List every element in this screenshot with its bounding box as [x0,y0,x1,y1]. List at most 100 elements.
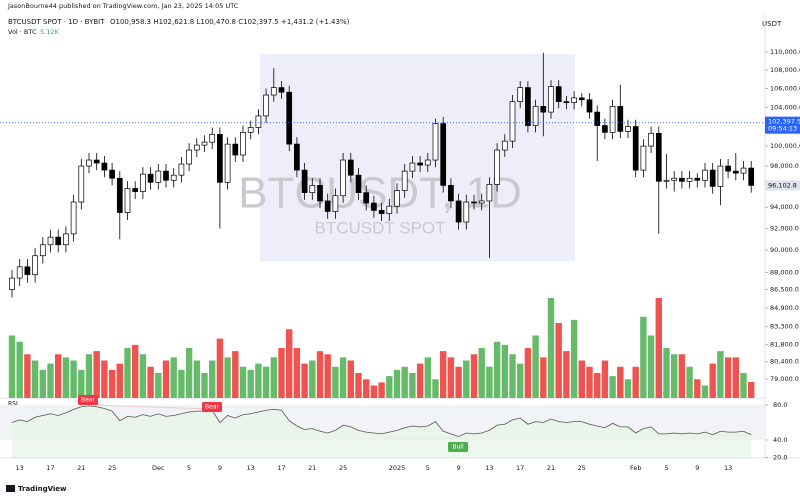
candle-body [324,200,331,212]
watermark: BTCUSDT, 1D [238,169,522,218]
candle-body [70,201,77,235]
volume-bar [224,357,231,398]
candle-body [486,184,493,202]
volume-bar [463,360,470,398]
volume-bar [632,366,639,398]
volume-bar [501,344,508,398]
volume-bar [193,360,200,398]
candle-body [240,132,246,156]
volume-bar [39,369,46,398]
volume-bar [301,363,308,398]
volume-bar [401,366,408,398]
candle-body [286,91,293,145]
candle-body [294,143,300,171]
volume-bar [201,373,208,398]
volume-bar [139,354,147,398]
candle-body [140,173,146,192]
candle-body [686,177,693,182]
x-tick-label: 9 [218,464,222,472]
y-tick-label: 86,500.0 [770,285,799,293]
ohlc: O100,958.3 H102,621.8 L100,470.8 C102,39… [110,18,350,26]
candle-body [24,266,31,276]
volume-bar [332,366,339,398]
marker-price-label: 96,102.8 [768,181,797,189]
candle-body [655,132,662,182]
candle-body [78,165,85,203]
volume-bar [540,357,547,398]
candle-body [609,106,616,133]
volume-bar [517,363,524,398]
candle-body [378,210,385,214]
candle-body [471,201,477,204]
candle-body [409,162,416,172]
volume-bar [62,357,70,398]
candle-body [278,87,285,93]
candle-body [163,170,169,181]
volume-bar [108,369,116,398]
candle-body [263,94,269,117]
volume-bar [70,360,77,398]
candle-body [170,174,177,181]
candle-body [132,188,139,192]
candle-body [232,143,239,156]
volume-bar [570,319,578,398]
y-tick-label: 80,400.0 [770,358,799,366]
candle-body [371,202,377,211]
volume-bar [601,360,609,398]
candle-body [109,169,115,179]
annotation-box [78,395,98,405]
candle-body [748,167,755,186]
candle-body [417,162,423,166]
candle-body [186,149,192,165]
volume-value: 5.12K [40,28,59,36]
volume-bar [85,354,93,398]
candle-body [632,126,639,171]
candle-body [63,233,69,246]
x-tick-label: 17 [277,464,285,472]
candle-body [478,200,485,204]
volume-bar [409,373,416,398]
rsi-tick-label: 20.0 [773,454,787,462]
marker-price-box [765,180,800,191]
volume-bar [717,351,724,398]
candle-body [209,133,216,143]
x-tick-label: 13 [485,464,493,472]
annotation-box [448,442,468,452]
candle-body [448,185,454,202]
volume-bar [640,316,647,398]
volume-bar [624,379,632,398]
candle-body [317,185,323,202]
rsi-tick-label: 80.0 [773,401,787,409]
candle-body [694,177,701,181]
y-tick-label: 79,000.0 [770,375,799,383]
candle-body [663,179,670,182]
x-tick-label: Dec [152,464,165,472]
candle-body [617,106,624,132]
candle-body [625,126,631,132]
candle-body [155,170,162,183]
y-tick-label: 100,000.0 [770,142,800,150]
x-tick-label: 17 [46,464,54,472]
volume-bar [440,351,447,398]
x-tick-label: 13 [16,464,24,472]
volume-bar [170,357,177,398]
volume-bar [316,351,324,398]
rsi-label: RSI [8,401,18,408]
rsi-area [12,405,752,458]
volume-bar [363,379,370,398]
volume-bar [709,363,716,398]
volume-bar [155,373,162,398]
candle-body [440,123,447,186]
x-tick-label: 2025 [389,464,406,472]
y-tick-label: 106,000.0 [770,85,800,93]
volume-bar [617,366,624,398]
x-tick-label: 25 [339,464,347,472]
countdown: 09:54:13 [768,125,797,133]
x-tick-label: 13 [247,464,255,472]
candle-body [455,200,462,223]
last-price-box [765,116,800,134]
y-tick-label: 98,000.0 [770,162,799,170]
currency: USDT [762,20,782,28]
candle-body [332,195,339,212]
candle-body [355,174,362,193]
